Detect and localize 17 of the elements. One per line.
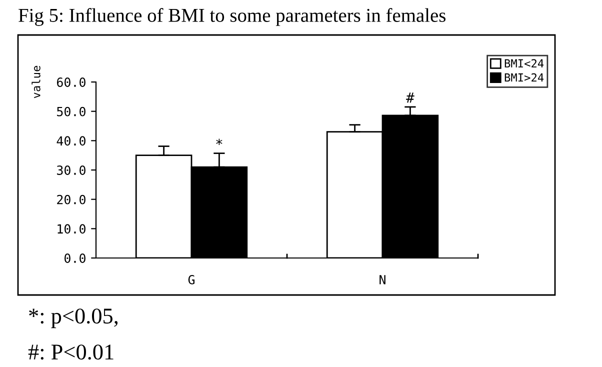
y-tick-label: 40.0 (56, 136, 86, 146)
legend-label: BMI>24 (504, 73, 544, 82)
legend-label: BMI<24 (504, 59, 544, 68)
x-tick-label: N (380, 275, 386, 284)
y-tick-label: 50.0 (57, 106, 86, 116)
y-tick-label: 0.0 (64, 254, 86, 263)
y-tick-label: 30.0 (57, 166, 86, 175)
y-tick-label: 10.0 (58, 224, 86, 234)
text: *: p<0.05, (29, 308, 118, 328)
annotation: * (216, 138, 222, 146)
y-tick-label: 60.0 (56, 78, 86, 87)
x-tick-label: G (188, 274, 194, 284)
y-tick-label: 20.0 (57, 194, 86, 204)
annotation: # (406, 92, 414, 103)
chart-title: Fig 5: Influence of BMI to some parameters in females (18, 8, 446, 26)
text: #: P<0.01 (28, 344, 114, 360)
y-axis-title: value (32, 66, 40, 98)
